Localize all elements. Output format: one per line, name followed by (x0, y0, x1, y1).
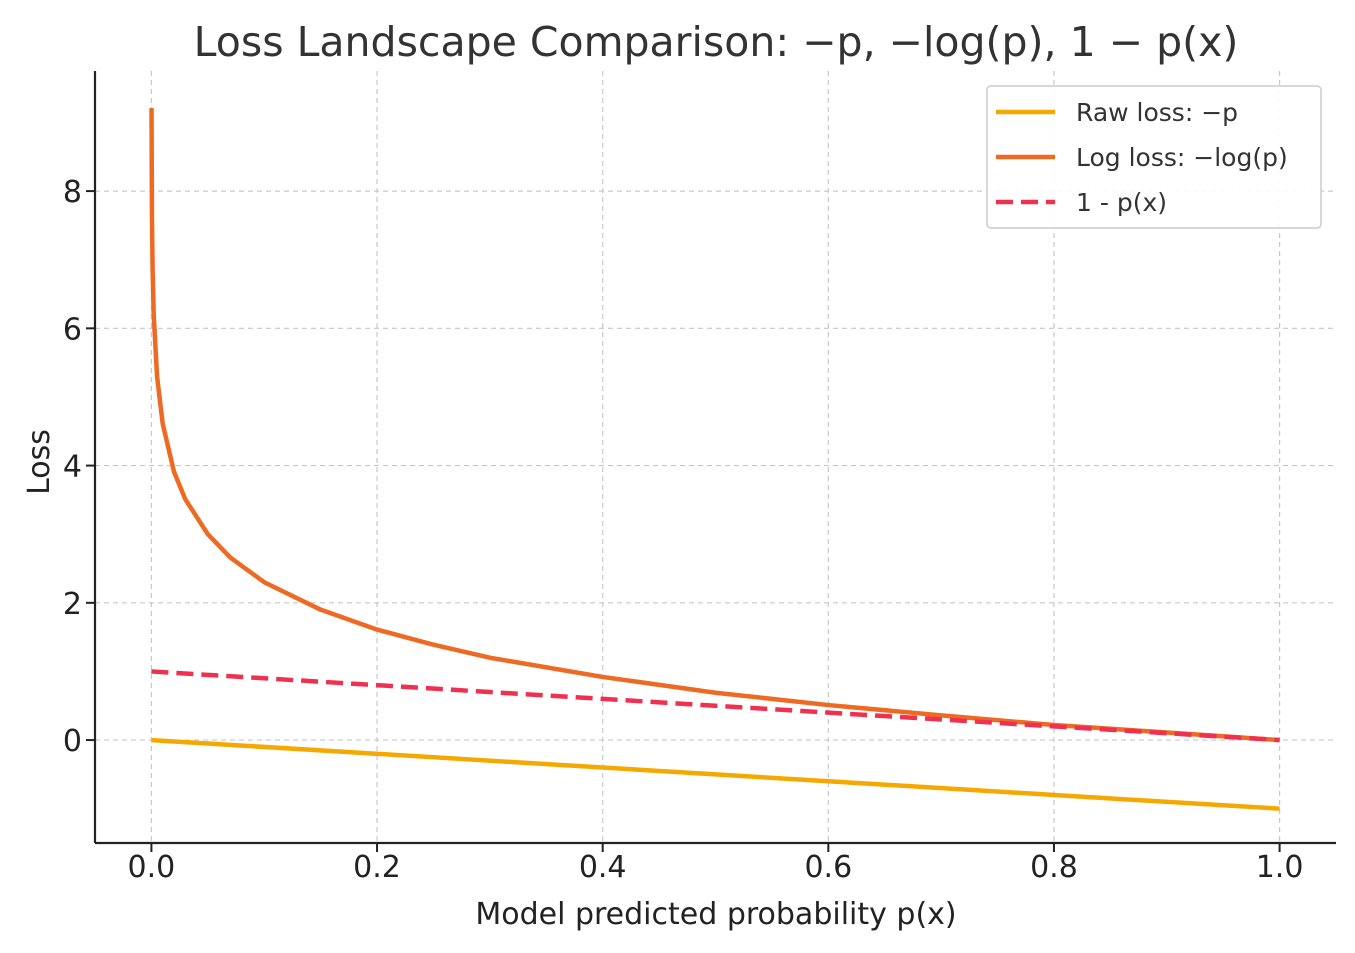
y-tick-label: 6 (63, 312, 82, 347)
series-line (151, 669, 1280, 743)
chart-title: Loss Landscape Comparison: −p, −log(p), … (194, 18, 1239, 66)
x-tick-label: 0.2 (353, 850, 401, 885)
legend-label: Raw loss: −p (1076, 98, 1238, 127)
x-axis-label: Model predicted probability p(x) (475, 897, 956, 932)
y-axis-label: Loss (22, 429, 57, 495)
series-line (151, 737, 1280, 811)
legend-label: 1 - p(x) (1076, 188, 1167, 217)
x-tick-label: 1.0 (1256, 850, 1304, 885)
x-ticks: 0.0 0.2 0.4 0.6 0.8 1.0 (128, 843, 1304, 885)
series-line (149, 108, 1280, 743)
x-tick-label: 0.0 (128, 850, 176, 885)
x-tick-label: 0.6 (804, 850, 852, 885)
legend-label: Log loss: −log(p) (1076, 143, 1288, 172)
y-ticks: 0 2 4 6 8 (63, 175, 95, 759)
y-tick-label: 2 (63, 587, 82, 622)
y-tick-label: 4 (63, 450, 82, 485)
legend: Raw loss: −p Log loss: −log(p) 1 - p(x) (986, 85, 1322, 229)
series-layer (149, 108, 1280, 811)
x-tick-label: 0.4 (579, 850, 627, 885)
legend-box (986, 85, 1322, 229)
x-tick-label: 0.8 (1030, 850, 1078, 885)
y-tick-label: 8 (63, 175, 82, 210)
y-tick-label: 0 (63, 724, 82, 759)
